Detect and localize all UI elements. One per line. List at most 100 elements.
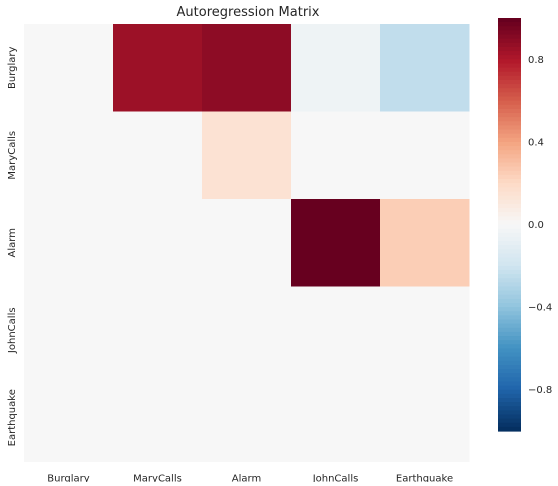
colorbar-segment — [498, 146, 521, 151]
colorbar-segment — [498, 224, 521, 230]
colorbar-segment — [498, 364, 521, 370]
colorbar-segment — [498, 26, 521, 31]
colorbar-segment — [498, 18, 521, 23]
colorbar-segment — [498, 183, 521, 188]
colorbar-segment — [498, 389, 521, 395]
y-tick-label: JohnCalls — [7, 307, 18, 354]
heatmap-cell — [202, 286, 292, 375]
heatmap-cell — [113, 111, 203, 200]
heatmap-cell — [202, 111, 292, 200]
colorbar-segment — [498, 236, 521, 242]
y-tick-label: Burglary — [7, 46, 18, 88]
colorbar-segment — [498, 274, 521, 279]
heatmap-cell — [291, 286, 381, 375]
heatmap-cell — [291, 111, 381, 200]
colorbar-segment — [498, 117, 521, 122]
colorbar-segment — [498, 38, 521, 44]
colorbar-segment — [498, 385, 521, 391]
colorbar-segment — [498, 340, 521, 345]
colorbar — [498, 18, 521, 432]
x-tick-label: Alarm — [232, 474, 261, 483]
colorbar-segment — [498, 245, 521, 250]
heatmap-cell — [113, 374, 203, 462]
heatmap-cell — [291, 199, 381, 287]
colorbar-segment — [498, 67, 521, 73]
colorbar-segment — [498, 88, 521, 93]
colorbar-segment — [498, 269, 521, 275]
y-tick-label: Earthquake — [7, 389, 18, 446]
colorbar-segment — [498, 381, 521, 387]
colorbar-segment — [498, 187, 521, 193]
colorbar-segment — [498, 307, 521, 312]
colorbar-segment — [498, 290, 521, 296]
colorbar-segment — [498, 212, 521, 217]
colorbar-segment — [498, 393, 521, 399]
colorbar-segment — [498, 129, 521, 135]
colorbar-segment — [498, 352, 521, 358]
y-tick-label: Alarm — [7, 228, 18, 257]
colorbar-segment — [498, 261, 521, 267]
colorbar-segment — [498, 150, 521, 155]
colorbar-segment — [498, 162, 521, 168]
colorbar-segment — [498, 422, 521, 428]
colorbar-segment — [498, 133, 521, 139]
heatmap-cell — [380, 111, 470, 200]
colorbar-segment — [498, 418, 521, 424]
colorbar-segment — [498, 249, 521, 255]
colorbar-tick-label: 0.0 — [528, 220, 544, 231]
colorbar-segment — [498, 166, 521, 172]
colorbar-segment — [498, 55, 521, 60]
heatmap-cell — [380, 374, 470, 462]
colorbar-segment — [498, 170, 521, 176]
colorbar-segment — [498, 46, 521, 52]
colorbar-segment — [498, 265, 521, 271]
colorbar-segment — [498, 232, 521, 238]
colorbar-segment — [498, 253, 521, 259]
colorbar-segment — [498, 426, 521, 432]
colorbar-segment — [498, 108, 521, 114]
colorbar-tick-label: 0.4 — [528, 137, 544, 148]
colorbar-segment — [498, 59, 521, 65]
colorbar-segment — [498, 191, 521, 197]
colorbar-segment — [498, 319, 521, 325]
colorbar-segment — [498, 302, 521, 308]
heatmap-cell — [380, 24, 470, 112]
colorbar-segment — [498, 298, 521, 304]
colorbar-tick-labels: −0.8 −0.4 0.0 0.4 0.8 — [528, 55, 552, 396]
colorbar-segment — [498, 286, 521, 292]
x-tick-label: JohnCalls — [312, 474, 359, 483]
colorbar-segment — [498, 207, 521, 213]
colorbar-segment — [498, 410, 521, 416]
colorbar-tick-label: −0.8 — [528, 385, 552, 396]
x-tick-label: Burglary — [47, 474, 89, 483]
colorbar-segment — [498, 141, 521, 147]
colorbar-segment — [498, 323, 521, 329]
colorbar-segment — [498, 220, 521, 226]
colorbar-segment — [498, 377, 521, 383]
colorbar-segment — [498, 348, 521, 354]
colorbar-segment — [498, 79, 521, 85]
colorbar-segment — [498, 75, 521, 81]
x-tick-label: Earthquake — [396, 474, 453, 483]
colorbar-segment — [498, 336, 521, 341]
colorbar-tick-label: −0.4 — [528, 303, 552, 314]
colorbar-segment — [498, 100, 521, 106]
colorbar-segment — [498, 241, 521, 246]
heatmap-cells — [24, 24, 470, 462]
colorbar-segment — [498, 84, 521, 89]
heatmap-cell — [24, 24, 114, 112]
colorbar-segment — [498, 121, 521, 126]
colorbar-segment — [498, 104, 521, 110]
colorbar-segment — [498, 228, 521, 234]
heatmap-cell — [113, 199, 203, 287]
heatmap-cell — [113, 286, 203, 375]
colorbar-segment — [498, 158, 521, 164]
colorbar-segment — [498, 179, 521, 184]
colorbar-segment — [498, 327, 521, 333]
x-tick-label: MaryCalls — [133, 474, 182, 483]
colorbar-segment — [498, 63, 521, 69]
colorbar-segment — [498, 34, 521, 40]
colorbar-segment — [498, 216, 521, 221]
